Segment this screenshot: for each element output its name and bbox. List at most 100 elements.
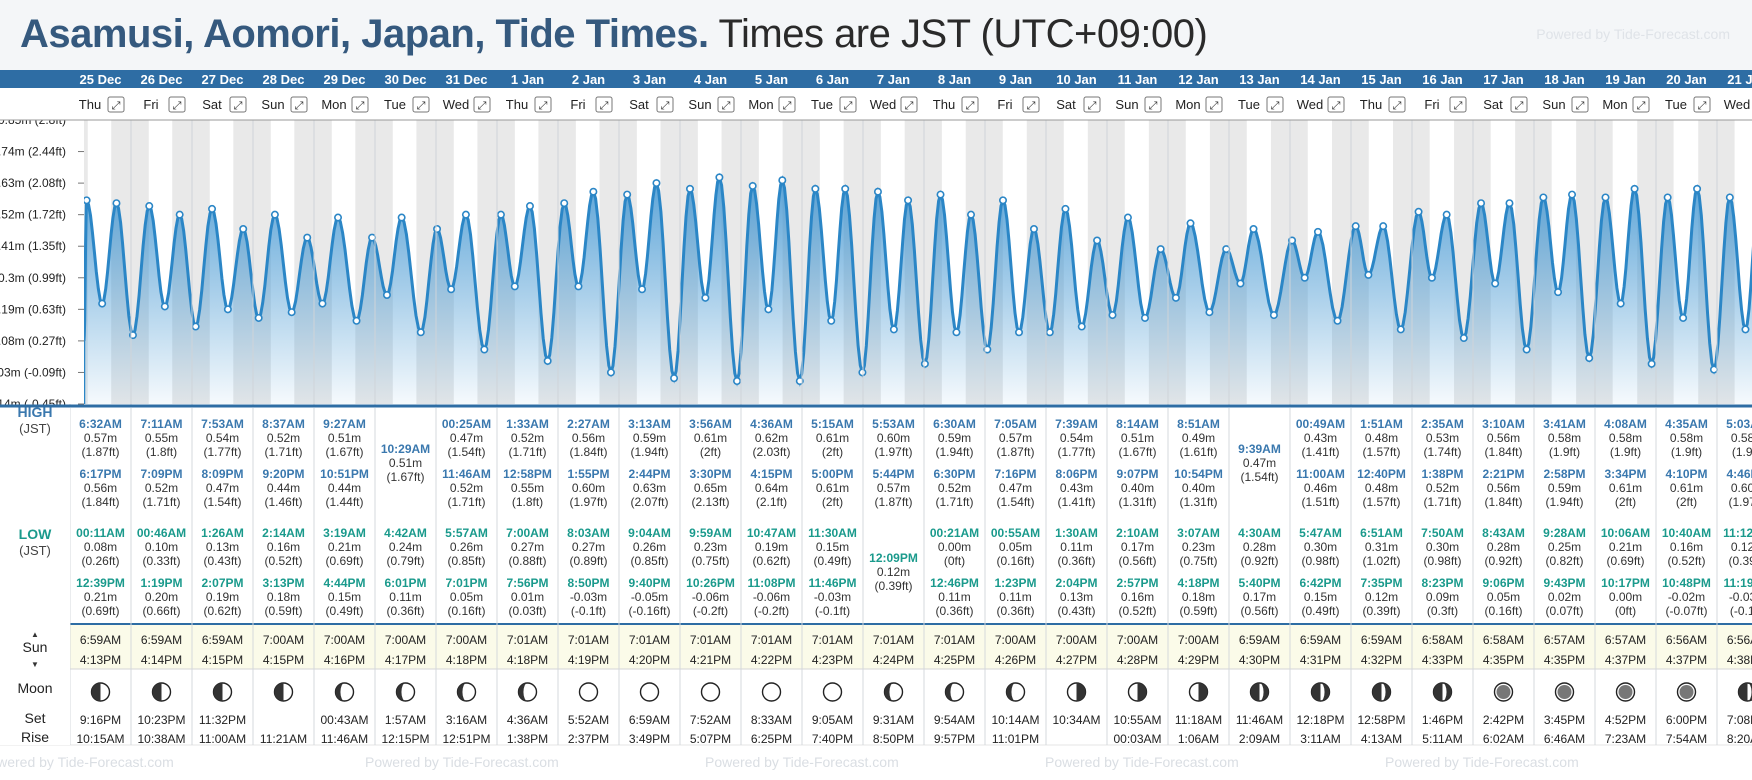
expand-icon: ⤢ (844, 100, 853, 112)
high-tide-height-m: 0.52m (511, 431, 544, 445)
low-tide-point (670, 374, 679, 383)
date-label: 8 Jan (938, 72, 971, 87)
high-tide-height-ft: (1.94ft) (630, 445, 668, 459)
low-tide-height-m: -0.03m (814, 590, 851, 604)
moon-phase-icon (90, 682, 111, 702)
high-tide-time: 1:38PM (1421, 467, 1463, 481)
low-tide-height-m: -0.02m (1668, 590, 1705, 604)
low-tide-height-ft: (0.36ft) (996, 604, 1034, 618)
date-label: 12 Jan (1178, 72, 1219, 87)
moon-label: Moon (17, 680, 52, 696)
moon-shadow (884, 683, 894, 701)
high-tide-height-ft: (1.97ft) (874, 445, 912, 459)
low-tide-point (1140, 313, 1149, 322)
high-tide-point (873, 187, 882, 196)
low-tide-height-ft: (0.98ft) (1423, 554, 1461, 568)
moon-shadow (1618, 685, 1633, 699)
moonrise-time: 11:46AM (321, 732, 368, 746)
low-tide-point (1522, 345, 1531, 354)
weekday-label: Mon (748, 97, 773, 112)
moonrise-time: 6:46AM (1544, 732, 1585, 746)
expand-icon: ⤢ (1576, 100, 1585, 112)
high-tide-height-ft: (1.71ft) (508, 445, 546, 459)
weekday-label: Sun (688, 97, 711, 112)
high-tide-height-ft: (1.41ft) (1057, 495, 1095, 509)
moon-shadow (213, 683, 223, 701)
high-tide-height-ft: (1.57ft) (1362, 495, 1400, 509)
low-tide-height-ft: (0.85ft) (447, 554, 485, 568)
high-tide-point (685, 184, 694, 193)
sunrise-time: 6:59AM (202, 633, 243, 647)
expand-icon: ⤢ (234, 100, 243, 112)
moon-phase-icon (212, 682, 233, 702)
high-tide-point (967, 210, 976, 219)
high-tide-height-m: 0.47m (450, 431, 483, 445)
high-tide-height-m: 0.59m (938, 431, 971, 445)
high-tide-point (778, 176, 787, 185)
low-tide-point (287, 308, 296, 317)
low-tide-time: 6:01PM (384, 576, 426, 590)
low-tide-height-ft: (0.39ft) (1362, 604, 1400, 618)
y-tick-label: 0.41m (1.35ft) (0, 239, 66, 253)
expand-icon: ⤢ (356, 100, 365, 112)
sunset-time: 4:18PM (507, 653, 548, 667)
high-tide-time: 00:49AM (1296, 417, 1345, 431)
weekday-label: Fri (1424, 97, 1439, 112)
high-tide-height-m: 0.63m (633, 481, 666, 495)
tide-plot (84, 172, 1752, 404)
left-label-bg (0, 408, 70, 745)
low-tide-height-m: -0.03m (1729, 590, 1752, 604)
date-label: 31 Dec (446, 72, 488, 87)
sunrise-time: 7:00AM (1178, 633, 1219, 647)
moon-phase-icon (1005, 682, 1026, 702)
low-tide-point (795, 377, 804, 386)
high-tide-height-m: 0.47m (999, 481, 1032, 495)
moonset-time: 7:08PM (1727, 713, 1752, 727)
high-tide-height-m: 0.43m (1060, 481, 1093, 495)
low-tide-time: 9:40PM (628, 576, 670, 590)
low-tide-time: 2:57PM (1116, 576, 1158, 590)
high-tide-point (841, 184, 850, 193)
high-tide-height-ft: (1.67ft) (386, 470, 424, 484)
footer-watermark: Powered by Tide-Forecast.com (1385, 754, 1579, 770)
sunrise-time: 7:00AM (1117, 633, 1158, 647)
high-tide-height-m: 0.56m (1487, 481, 1520, 495)
moonset-time: 10:55AM (1113, 713, 1161, 727)
moonrise-time: 7:54AM (1666, 732, 1707, 746)
low-tide-point (480, 345, 489, 354)
expand-icon: ⤢ (1271, 100, 1280, 112)
sunrise-arrow-icon: ▲ (31, 630, 39, 639)
high-tide-height-ft: (1.54ft) (996, 495, 1034, 509)
low-tide-point (160, 302, 169, 311)
moon-shadow (518, 683, 528, 701)
high-tide-height-ft: (1.94ft) (1545, 495, 1583, 509)
tide-chart: 0.85m (2.8ft)0.74m (2.44ft)0.63m (2.08ft… (0, 70, 1752, 780)
low-tide-point (1491, 279, 1500, 288)
low-tide-height-ft: (0.49ft) (325, 604, 363, 618)
high-tide-height-m: 0.51m (328, 431, 361, 445)
moonset-time: 11:32PM (199, 713, 246, 727)
high-tide-height-m: 0.51m (1121, 431, 1154, 445)
high-tide-point (1568, 190, 1577, 199)
moonrise-time: 3:49PM (629, 732, 670, 746)
low-tide-point (1077, 322, 1086, 331)
high-tide-height-ft: (1.44ft) (325, 495, 363, 509)
low-tide-height-m: 0.18m (267, 590, 300, 604)
high-tide-time: 3:56AM (689, 417, 732, 431)
weekday-label: Fri (143, 97, 158, 112)
expand-icon: ⤢ (539, 100, 548, 112)
low-tide-time: 3:19AM (323, 526, 366, 540)
moon-phase-icon (639, 682, 660, 702)
moon-phase-icon (1066, 682, 1087, 702)
high-tide-point (175, 210, 184, 219)
high-tide-height-ft: (1.51ft) (1301, 495, 1339, 509)
moonset-time: 10:23PM (137, 713, 185, 727)
moonset-time: 1:57AM (385, 713, 426, 727)
date-label: 17 Jan (1483, 72, 1524, 87)
weekday-label: Thu (933, 97, 955, 112)
moon-phase-icon (1127, 682, 1148, 702)
high-tide-time: 8:09PM (201, 467, 243, 481)
moonrise-time: 10:15AM (76, 732, 124, 746)
high-tide-point (239, 225, 248, 234)
footer-watermark: Powered by Tide-Forecast.com (0, 754, 174, 770)
